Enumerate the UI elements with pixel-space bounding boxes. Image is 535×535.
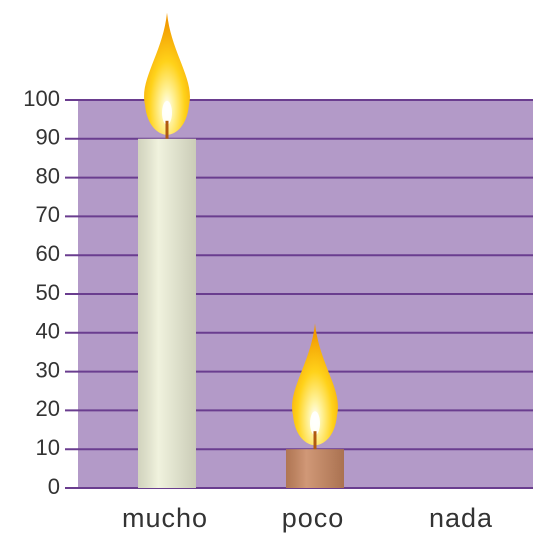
y-tick-label: 70 <box>36 202 60 227</box>
y-tick-label: 10 <box>36 435 60 460</box>
y-tick-label: 100 <box>23 86 60 111</box>
y-tick-label: 80 <box>36 163 60 188</box>
y-tick-label: 40 <box>36 319 60 344</box>
x-tick-label: mucho <box>122 503 208 533</box>
y-tick-label: 90 <box>36 125 60 150</box>
y-tick-label: 60 <box>36 241 60 266</box>
chart: 0 10 20 30 40 50 60 70 80 90 100 mucho poco nada <box>0 0 535 535</box>
y-tick-label: 20 <box>36 396 60 421</box>
y-tick-label: 0 <box>48 474 60 499</box>
y-tick-label: 50 <box>36 280 60 305</box>
x-tick-label: nada <box>429 503 493 533</box>
bar-shading <box>286 449 344 488</box>
bar-shading <box>138 139 196 488</box>
x-tick-label: poco <box>282 503 345 533</box>
y-tick-label: 30 <box>36 357 60 382</box>
